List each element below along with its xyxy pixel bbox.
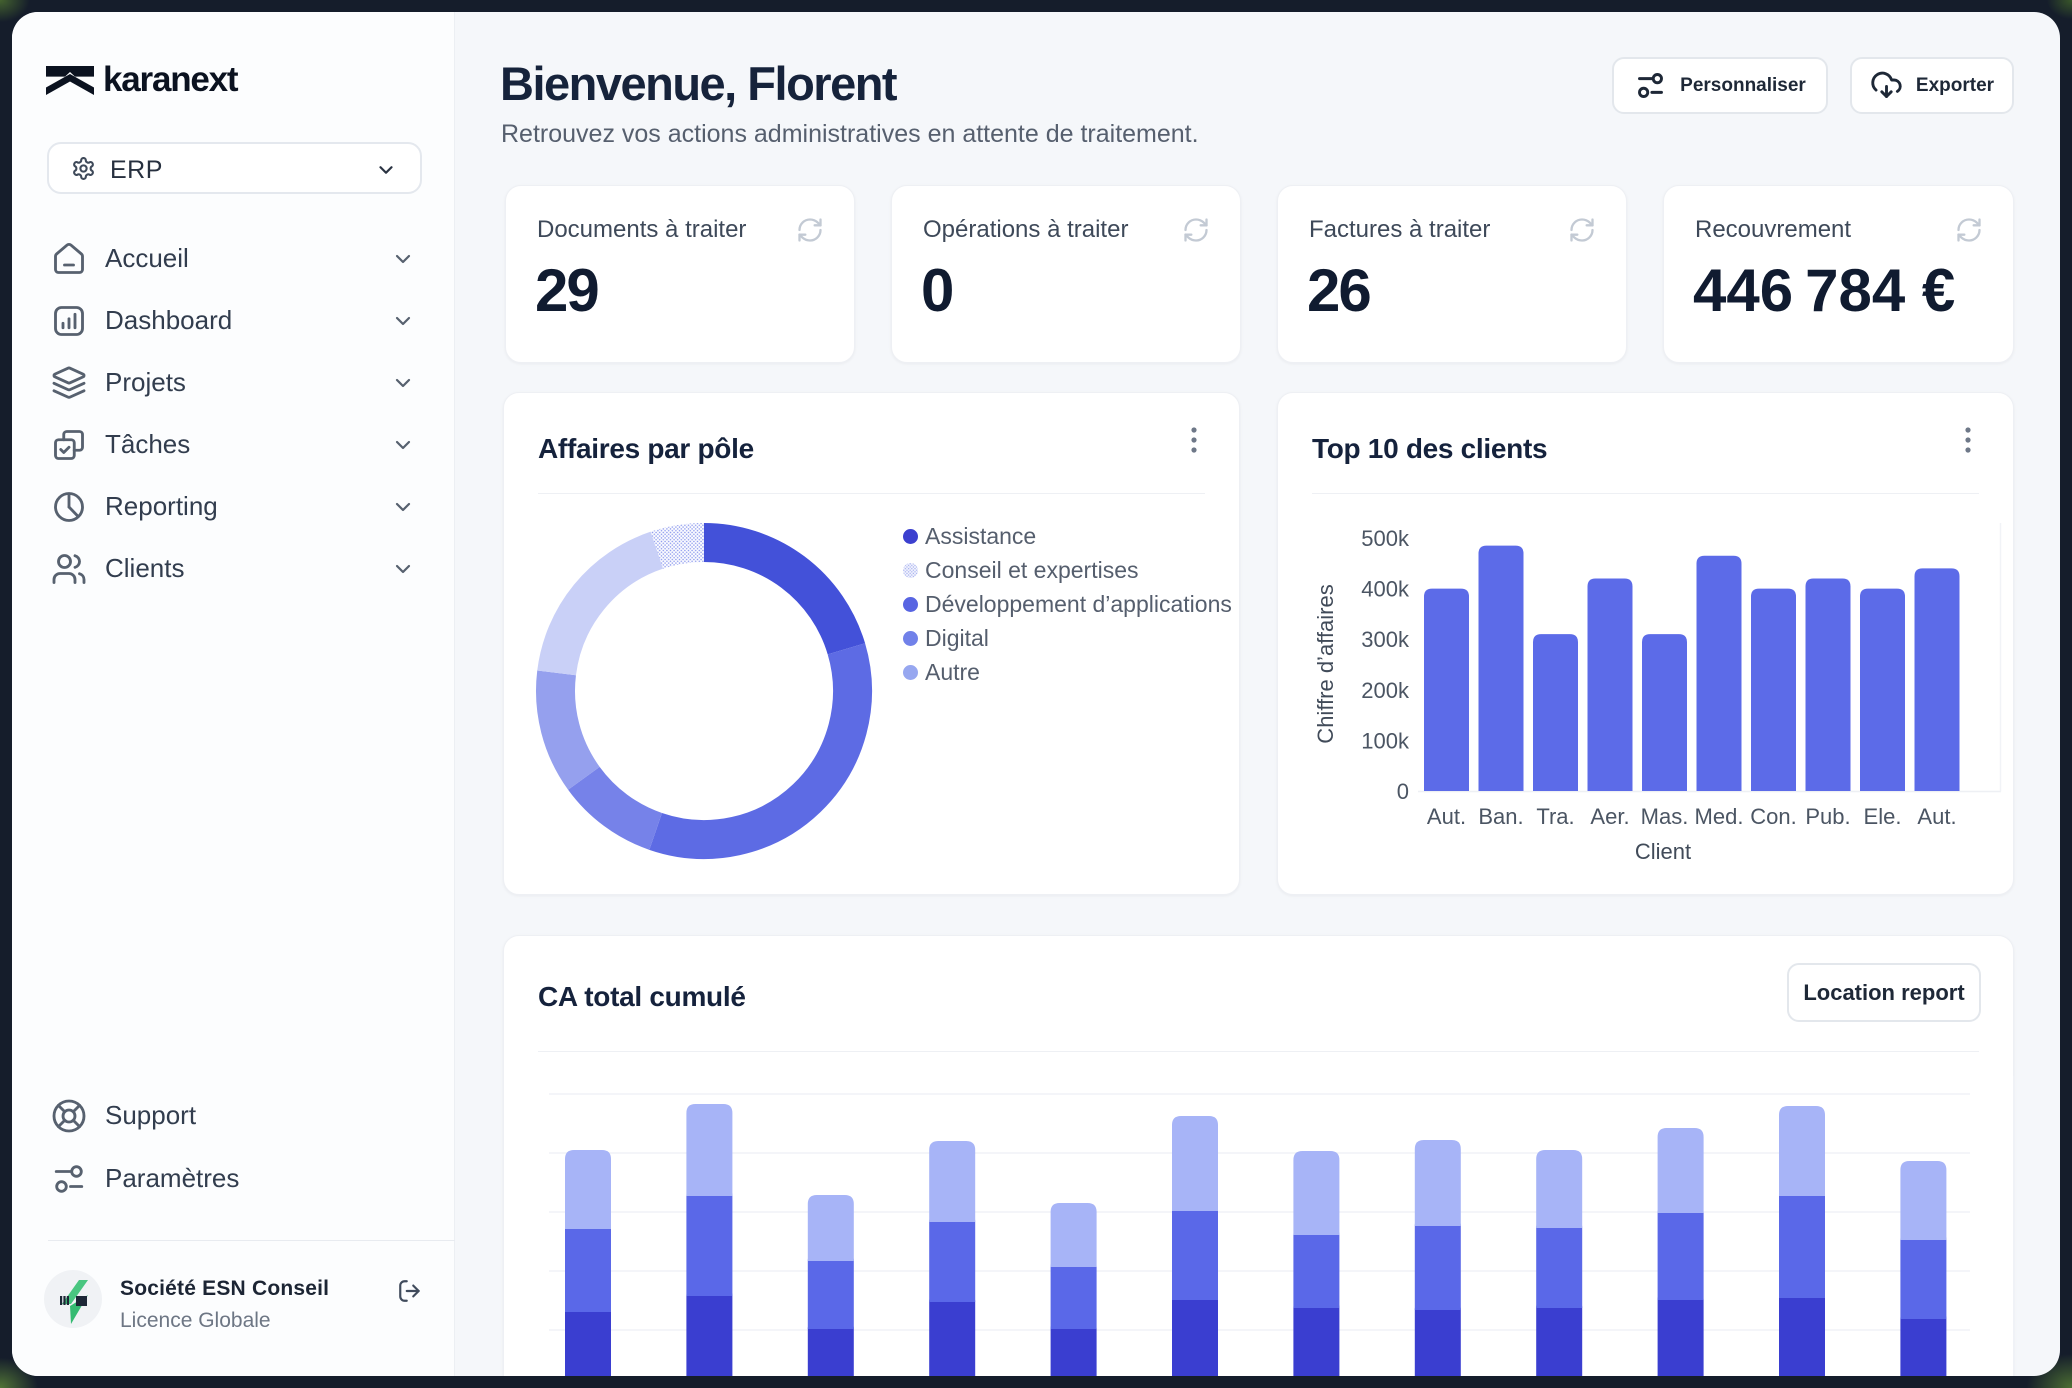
svg-text:Med.: Med.	[1695, 804, 1744, 829]
svg-text:Pub.: Pub.	[1805, 804, 1850, 829]
svg-text:Aut.: Aut.	[1917, 804, 1956, 829]
svg-text:Con.: Con.	[1750, 804, 1796, 829]
svg-text:Mas.: Mas.	[1641, 804, 1689, 829]
svg-text:100k: 100k	[1361, 728, 1410, 753]
svg-text:0: 0	[1397, 779, 1409, 804]
svg-text:Ban.: Ban.	[1478, 804, 1523, 829]
svg-text:Chiffre d’affaires: Chiffre d’affaires	[1313, 584, 1338, 743]
svg-text:Client: Client	[1635, 839, 1691, 864]
svg-text:Ele.: Ele.	[1864, 804, 1902, 829]
svg-text:400k: 400k	[1361, 577, 1410, 602]
svg-text:Aer.: Aer.	[1590, 804, 1629, 829]
svg-text:200k: 200k	[1361, 678, 1410, 703]
svg-text:500k: 500k	[1361, 526, 1410, 551]
svg-text:300k: 300k	[1361, 627, 1410, 652]
svg-text:Tra.: Tra.	[1536, 804, 1574, 829]
svg-text:Aut.: Aut.	[1427, 804, 1466, 829]
